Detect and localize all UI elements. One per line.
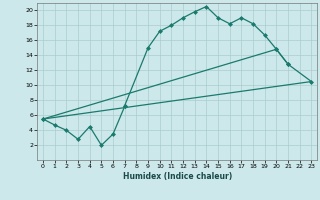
- X-axis label: Humidex (Indice chaleur): Humidex (Indice chaleur): [123, 172, 232, 181]
